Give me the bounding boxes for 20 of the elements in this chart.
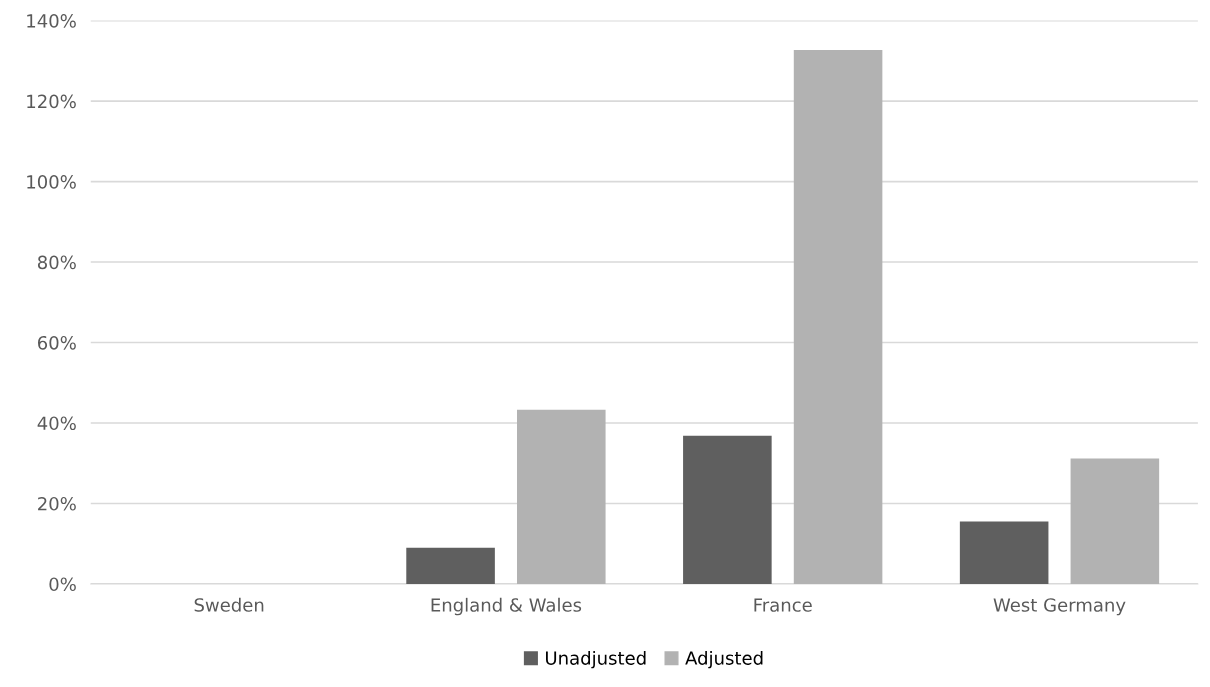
bar [1070, 458, 1160, 584]
legend-label: Adjusted [685, 650, 763, 669]
y-tick-label: 80% [37, 255, 76, 270]
y-tick-label: 60% [37, 335, 76, 350]
y-tick-label: 0% [49, 577, 76, 592]
bar [517, 409, 606, 584]
y-tick-label: 120% [27, 94, 76, 109]
y-tick-label: 20% [38, 496, 76, 511]
legend-label: Unadjusted [546, 650, 646, 669]
x-tick-label: France [754, 598, 812, 612]
bar [406, 547, 495, 584]
bar [683, 435, 772, 584]
bar [959, 521, 1049, 584]
y-tick-label: 40% [37, 416, 76, 431]
y-tick-label: 100% [27, 175, 76, 189]
y-tick-label: 140% [27, 14, 76, 28]
x-tick-label: England & Wales [431, 597, 582, 616]
x-tick-label: Sweden [194, 597, 264, 612]
bar [793, 49, 883, 584]
x-tick-label: West Germany [993, 598, 1126, 616]
